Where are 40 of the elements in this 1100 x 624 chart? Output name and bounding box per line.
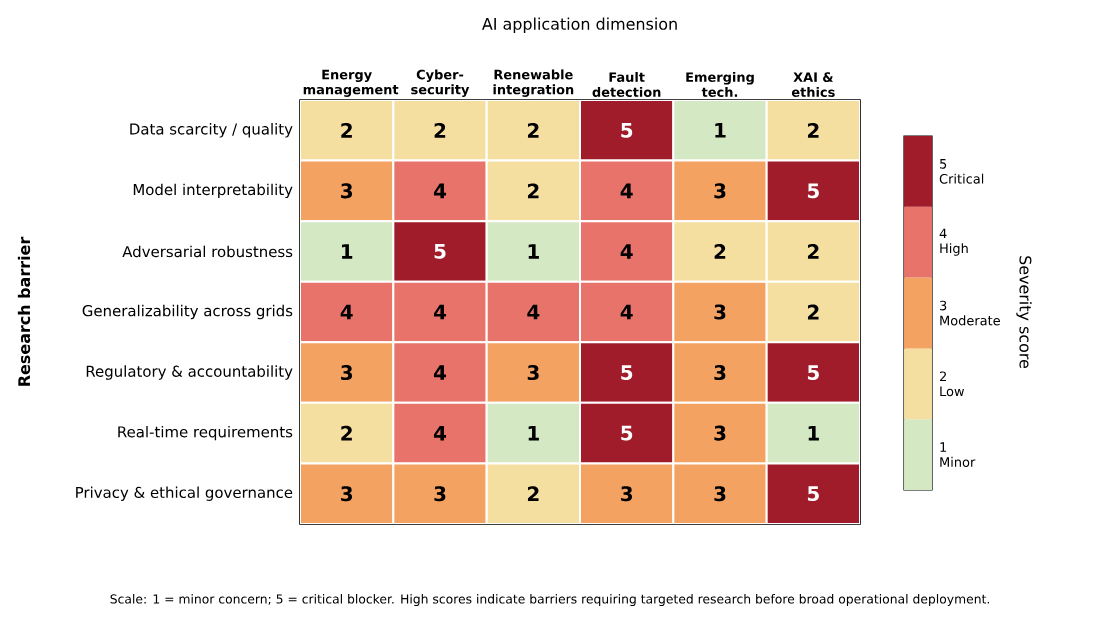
data-label: 5 xyxy=(621,425,633,441)
data-label: 4 xyxy=(433,183,447,199)
data-label: 2 xyxy=(807,304,819,320)
data-label: 1 xyxy=(528,425,539,441)
data-label: 1 xyxy=(341,244,353,259)
data-label: 5 xyxy=(807,183,819,199)
data-label: 5 xyxy=(807,365,819,380)
data-label: 2 xyxy=(527,122,539,138)
data-label: 1 xyxy=(715,123,726,138)
data-label: 4 xyxy=(620,244,633,259)
data-label: 3 xyxy=(714,183,726,199)
data-label: 2 xyxy=(807,122,819,138)
data-label: 5 xyxy=(621,122,633,138)
data-label: 2 xyxy=(527,486,539,502)
data-label: 2 xyxy=(341,425,352,441)
data-label: 4 xyxy=(527,304,540,320)
data-label: 5 xyxy=(807,486,819,502)
data-label: 2 xyxy=(527,183,539,199)
data-label: 4 xyxy=(340,304,353,320)
data-label: 5 xyxy=(434,244,446,259)
data-label: 2 xyxy=(714,244,726,259)
data-label: 4 xyxy=(620,304,633,320)
data-label: 1 xyxy=(528,244,539,259)
data-label: 3 xyxy=(434,486,446,502)
data-label: 3 xyxy=(714,365,726,381)
data-label: 3 xyxy=(341,365,353,381)
data-label: 3 xyxy=(341,183,353,199)
data-label: 3 xyxy=(527,365,539,381)
data-label: 2 xyxy=(807,244,819,259)
data-label: 2 xyxy=(341,122,352,138)
data-label: 3 xyxy=(714,486,726,502)
data-label: 4 xyxy=(433,425,447,441)
data-label: 1 xyxy=(808,425,819,441)
data-label: 3 xyxy=(714,304,726,320)
data-label: 2 xyxy=(434,122,446,138)
data-label: 3 xyxy=(714,425,726,441)
data-label: 5 xyxy=(621,365,633,380)
data-label: 4 xyxy=(433,365,447,380)
data-label: 4 xyxy=(620,183,633,199)
data-label: 4 xyxy=(433,304,447,320)
